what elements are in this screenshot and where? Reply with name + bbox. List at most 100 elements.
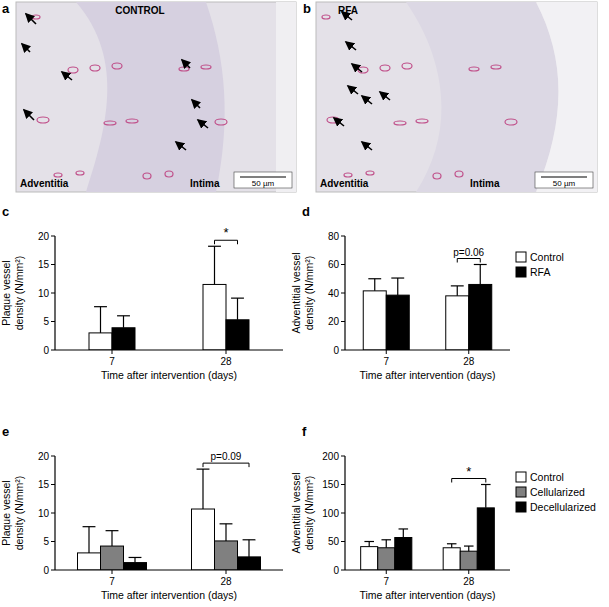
error-line [248,540,249,557]
y-axis-title: Adventitial vesseldensity (N/mm²) [290,252,315,333]
vessel [455,171,463,177]
error-cap [129,557,142,558]
y-axis-title-line: density (N/mm²) [13,256,25,331]
panel-label: f [302,424,307,439]
panel-label: a [2,1,10,16]
error-line [480,265,481,285]
scale-bar-label: 50 µm [553,179,576,188]
x-tick [226,570,227,574]
vessel [322,15,330,19]
y-tick [341,570,345,571]
bar [101,546,124,570]
y-axis-title-line: density (N/mm²) [303,476,315,551]
annotation: * [466,464,471,479]
chart: 050100150200728Time after intervention (… [290,451,596,602]
y-tick [51,321,55,322]
image-label: Adventitia [320,178,369,189]
error-bar [220,524,233,541]
x-axis-title: Time after intervention (days) [359,369,495,381]
legend-label: RFA [530,266,550,278]
error-cap [83,526,96,527]
vessel [165,171,173,177]
x-axis [345,349,510,350]
arrow [380,92,390,100]
chart: 05101520728Time after intervention (days… [0,451,283,602]
image-title: RFA [338,5,358,16]
scale-bar [240,176,286,177]
error-line [123,316,124,328]
vessel [32,15,40,19]
bar [386,295,409,350]
error-bar [399,529,409,538]
error-bar [94,307,107,333]
y-tick-label: 40 [328,288,340,299]
y-tick-label: 100 [322,508,339,519]
x-axis-title: Time after intervention (days) [359,589,495,601]
y-axis-title-line: Adventitial vessel [290,472,302,553]
annotation: p=0.09 [211,451,242,462]
y-tick [51,570,55,571]
error-bar [391,278,404,295]
y-axis-title-line: Plaque vessel [0,260,12,325]
image-panel: RFAAdventitiaIntima50 µm [316,2,597,192]
x-axis [55,569,283,570]
x-tick-label: 7 [383,356,389,367]
legend-label: Cellularized [530,486,585,498]
scale-bar [541,176,587,177]
y-axis-title: Adventitial vesseldensity (N/mm²) [290,472,315,553]
error-line [111,531,112,546]
legend-swatch [516,472,526,482]
legend-label: Control [530,471,564,483]
x-axis-title: Time after intervention (days) [101,369,237,381]
error-bar [381,540,391,548]
error-bar [129,557,142,562]
lumen [276,2,296,192]
y-tick-label: 200 [322,451,339,462]
error-cap [94,306,107,307]
error-bar [117,316,130,328]
bar [238,557,261,570]
error-cap [231,298,244,299]
y-tick [51,293,55,294]
error-line [468,546,469,551]
scale-bar-box [535,172,593,188]
error-cap [368,278,381,279]
error-line [202,469,203,509]
error-cap [220,523,233,524]
legend-swatch [516,252,526,262]
y-tick-label: 150 [322,479,339,490]
error-bar [451,286,464,296]
y-tick [341,541,345,542]
y-tick [51,484,55,485]
arrow [192,100,200,108]
legend-swatch [516,267,526,277]
vessel [505,119,517,125]
y-tick-label: 0 [333,565,339,576]
y-tick-label: 10 [38,508,50,519]
y-tick [51,456,55,457]
y-tick-label: 5 [43,316,49,327]
y-tick [51,264,55,265]
bar [112,328,135,350]
y-tick [341,264,345,265]
y-tick-label: 20 [38,451,50,462]
x-axis [55,349,283,350]
bar [124,563,147,570]
arrow [24,110,34,120]
error-line [100,307,101,333]
y-tick-label: 15 [38,259,50,270]
bar [395,538,412,570]
vessel [126,119,138,123]
error-line [237,298,238,320]
bar [78,553,101,570]
bar [469,284,492,350]
panel-label: c [2,204,9,219]
vessel [394,121,406,125]
x-axis-title: Time after intervention (days) [101,589,237,601]
arrow [352,64,362,72]
figure: CONTROLAdventitiaIntima50 µmaRFAAdventit… [0,0,609,607]
error-bar [208,246,221,284]
vessel [402,63,412,69]
error-bar [447,544,457,548]
x-tick-label: 7 [109,356,115,367]
